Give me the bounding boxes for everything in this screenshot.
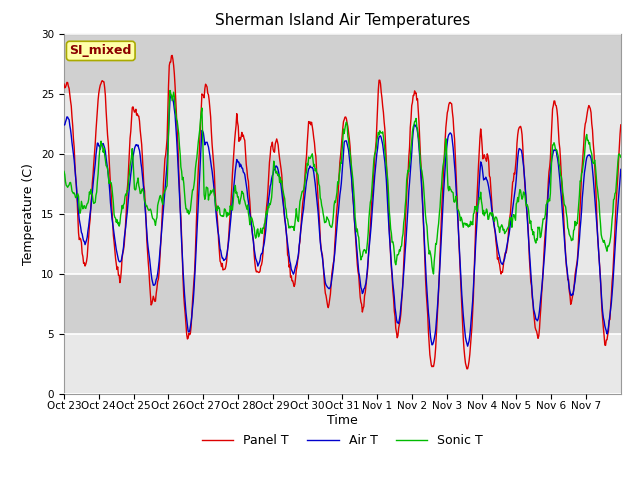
Air T <box>228 199 236 204</box>
Air T <box>432 327 440 333</box>
Sonic T <box>256 230 264 236</box>
Panel T <box>125 152 133 158</box>
Air T <box>277 183 285 189</box>
Bar <box>64 94 621 154</box>
Panel T <box>617 122 625 128</box>
Sonic T <box>125 171 133 177</box>
Bar <box>64 34 621 94</box>
Panel T <box>463 366 471 372</box>
Line: Sonic T: Sonic T <box>64 90 621 274</box>
Panel T <box>277 166 285 172</box>
Sonic T <box>60 168 68 174</box>
Title: Sherman Island Air Temperatures: Sherman Island Air Temperatures <box>215 13 470 28</box>
Sonic T <box>429 271 437 277</box>
Panel T <box>401 243 408 249</box>
Air T <box>464 343 472 349</box>
Air T <box>60 122 68 128</box>
Air T <box>617 167 625 172</box>
Air T <box>401 260 408 265</box>
Sonic T <box>617 154 625 160</box>
Panel T <box>256 268 264 274</box>
Bar <box>64 214 621 274</box>
Bar <box>64 154 621 214</box>
Air T <box>167 93 175 98</box>
Line: Air T: Air T <box>64 96 621 346</box>
Panel T <box>432 345 440 350</box>
X-axis label: Time: Time <box>327 414 358 427</box>
Sonic T <box>433 241 440 247</box>
Sonic T <box>228 207 236 213</box>
Panel T <box>60 81 68 87</box>
Y-axis label: Temperature (C): Temperature (C) <box>22 163 35 264</box>
Sonic T <box>166 87 174 93</box>
Line: Panel T: Panel T <box>64 55 621 369</box>
Bar <box>64 334 621 394</box>
Air T <box>125 185 133 191</box>
Air T <box>256 258 264 264</box>
Panel T <box>168 52 176 58</box>
Legend: Panel T, Air T, Sonic T: Panel T, Air T, Sonic T <box>196 429 488 452</box>
Sonic T <box>401 215 408 221</box>
Text: SI_mixed: SI_mixed <box>70 44 132 58</box>
Bar <box>64 274 621 334</box>
Panel T <box>228 171 236 177</box>
Sonic T <box>277 180 285 185</box>
